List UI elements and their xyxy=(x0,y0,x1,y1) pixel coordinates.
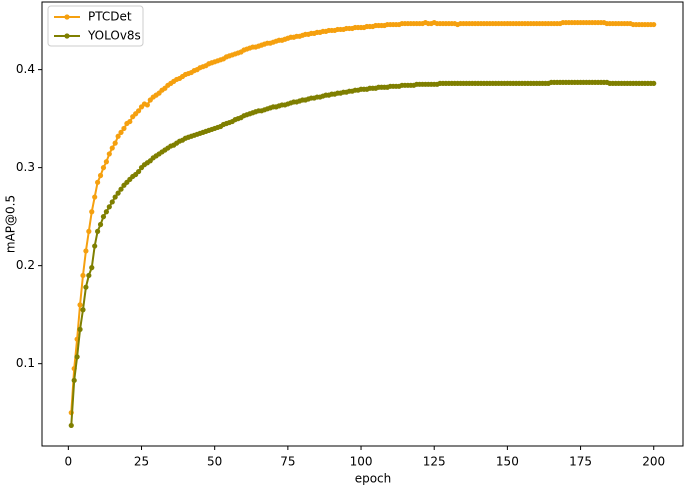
plot-frame xyxy=(41,1,684,447)
point xyxy=(92,194,98,200)
point xyxy=(115,133,121,139)
point xyxy=(83,284,89,290)
point xyxy=(651,21,657,28)
point xyxy=(135,168,142,175)
series xyxy=(68,19,657,416)
x-tick-label: 100 xyxy=(350,455,373,469)
y-tick-label: 0.2 xyxy=(16,258,35,272)
point xyxy=(86,228,92,234)
point xyxy=(112,194,118,200)
point xyxy=(651,80,657,86)
point xyxy=(112,140,118,146)
point xyxy=(77,326,83,332)
point xyxy=(103,159,109,165)
x-tick-label: 125 xyxy=(423,455,446,469)
y-tick-label: 0.1 xyxy=(16,356,35,370)
point xyxy=(92,243,98,249)
point xyxy=(109,199,115,205)
point xyxy=(80,307,86,313)
point xyxy=(118,129,124,135)
y-tick-label: 0.4 xyxy=(16,62,35,76)
legend-label: PTCDet xyxy=(88,10,132,24)
legend-label: YOLOv8s xyxy=(87,29,141,43)
series-line xyxy=(70,81,654,426)
point xyxy=(100,165,107,171)
point xyxy=(71,377,77,383)
point xyxy=(89,209,95,215)
point xyxy=(100,214,107,220)
point xyxy=(95,228,101,234)
x-tick-label: 0 xyxy=(65,455,73,469)
series xyxy=(68,79,657,429)
point xyxy=(109,145,115,151)
x-tick-label: 50 xyxy=(207,455,222,469)
point xyxy=(135,108,142,114)
point xyxy=(86,272,92,279)
point xyxy=(68,422,74,429)
point xyxy=(144,102,150,108)
point xyxy=(127,118,133,125)
point xyxy=(95,179,101,185)
point xyxy=(115,190,121,196)
point xyxy=(83,248,89,254)
point xyxy=(97,221,104,228)
x-tick-label: 75 xyxy=(280,455,295,469)
point xyxy=(106,151,112,157)
point xyxy=(106,204,112,210)
x-tick-label: 175 xyxy=(569,455,592,469)
point xyxy=(118,186,124,192)
y-axis-label: mAP@0.5 xyxy=(4,195,18,253)
x-tick-label: 200 xyxy=(642,455,665,469)
point xyxy=(77,302,83,308)
x-tick-label: 150 xyxy=(496,455,519,469)
legend-marker xyxy=(64,33,70,39)
y-tick-label: 0.3 xyxy=(16,160,35,174)
x-axis-label: epoch xyxy=(355,472,392,486)
point xyxy=(103,209,109,215)
point xyxy=(89,265,95,271)
x-tick-label: 25 xyxy=(134,455,149,469)
point xyxy=(74,354,80,360)
point xyxy=(121,125,127,132)
legend-marker xyxy=(64,14,70,20)
point xyxy=(97,172,104,179)
point xyxy=(80,272,86,279)
